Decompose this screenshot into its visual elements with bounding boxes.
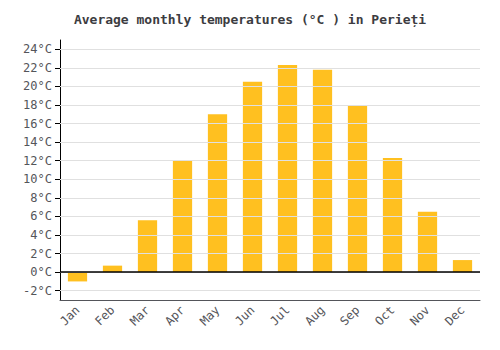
svg-text:Apr: Apr [162, 303, 187, 328]
svg-text:2°C: 2°C [30, 247, 52, 261]
svg-text:18°C: 18°C [23, 98, 52, 112]
svg-text:Mar: Mar [127, 303, 152, 328]
svg-text:16°C: 16°C [23, 117, 52, 131]
svg-text:Dec: Dec [442, 303, 467, 328]
svg-text:Aug: Aug [302, 303, 327, 328]
svg-text:22°C: 22°C [23, 61, 52, 75]
svg-text:Jun: Jun [232, 303, 257, 328]
svg-text:Average monthly temperatures (: Average monthly temperatures (°C ) in Pe… [74, 12, 426, 27]
svg-text:Nov: Nov [407, 303, 432, 328]
svg-text:10°C: 10°C [23, 172, 52, 186]
svg-text:Oct: Oct [372, 303, 397, 328]
svg-text:0°C: 0°C [30, 265, 52, 279]
svg-text:6°C: 6°C [30, 209, 52, 223]
svg-text:Jul: Jul [267, 303, 292, 328]
svg-text:Sep: Sep [337, 303, 362, 328]
svg-text:14°C: 14°C [23, 135, 52, 149]
svg-text:20°C: 20°C [23, 79, 52, 93]
svg-text:4°C: 4°C [30, 228, 52, 242]
svg-text:Feb: Feb [92, 303, 117, 328]
svg-text:24°C: 24°C [23, 42, 52, 56]
svg-text:12°C: 12°C [23, 154, 52, 168]
svg-text:May: May [197, 303, 222, 328]
svg-text:Jan: Jan [57, 303, 82, 328]
svg-text:-2°C: -2°C [23, 284, 52, 298]
svg-text:8°C: 8°C [30, 191, 52, 205]
